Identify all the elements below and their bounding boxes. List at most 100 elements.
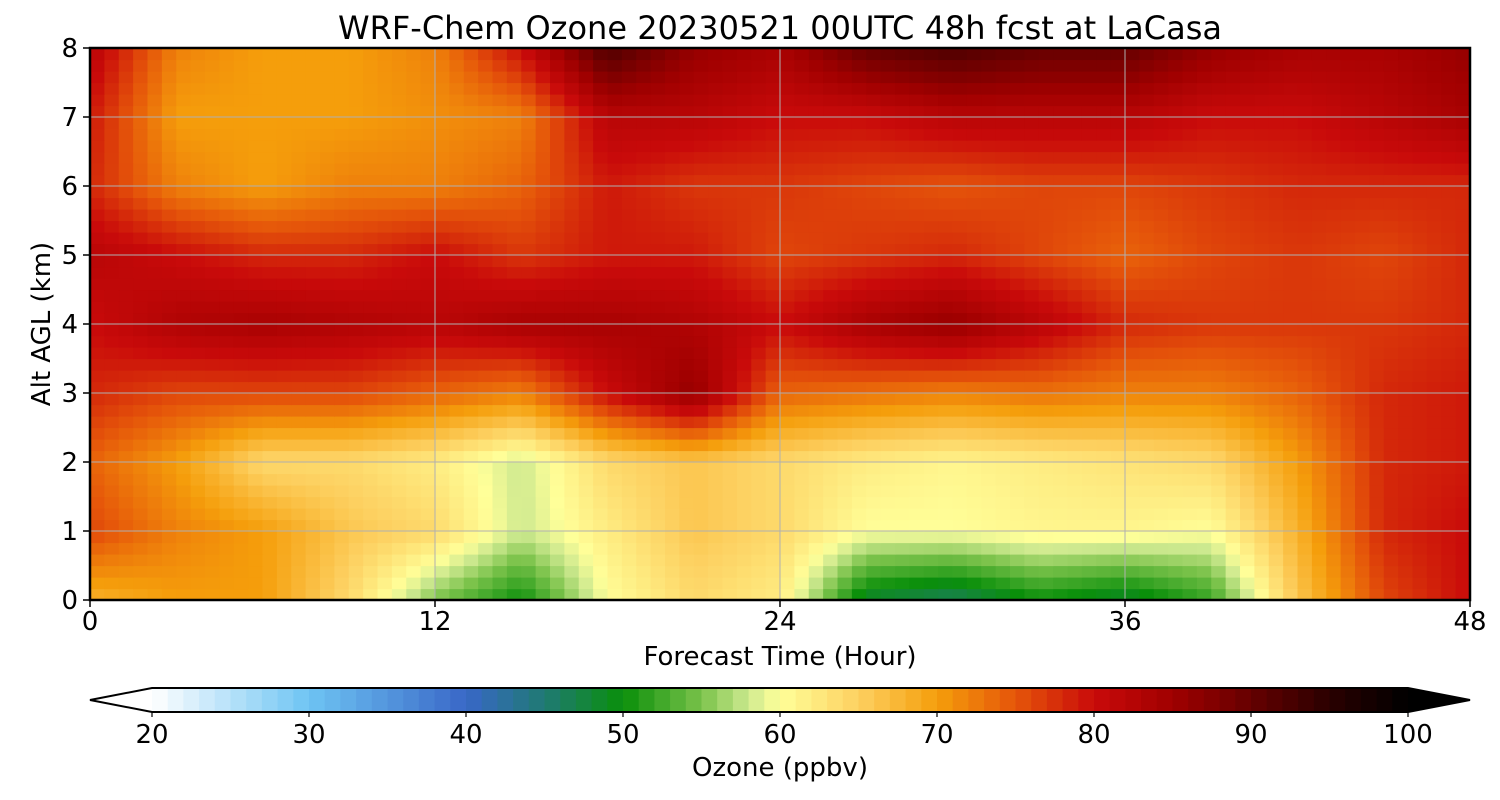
heatmap-cell	[1225, 496, 1241, 509]
heatmap-cell	[377, 542, 393, 555]
heatmap-cell	[248, 393, 264, 406]
heatmap-cell	[233, 404, 249, 417]
heatmap-cell	[679, 335, 695, 348]
heatmap-cell	[1182, 232, 1198, 245]
heatmap-cell	[348, 588, 364, 601]
heatmap-cell	[895, 450, 910, 463]
colorbar-bin	[701, 688, 718, 712]
heatmap-cell	[1010, 186, 1025, 199]
heatmap-cell	[780, 485, 795, 498]
heatmap-cell	[276, 335, 292, 348]
heatmap-cell	[1369, 588, 1385, 601]
heatmap-cell	[521, 312, 537, 325]
heatmap-cell	[593, 186, 609, 199]
heatmap-cell	[1326, 393, 1342, 406]
heatmap-cell	[966, 439, 982, 452]
heatmap-cell	[607, 94, 623, 107]
heatmap-cell	[1211, 163, 1227, 176]
heatmap-cell	[1455, 519, 1471, 532]
heatmap-cell	[190, 542, 206, 555]
heatmap-cell	[794, 508, 810, 521]
heatmap-cell	[161, 508, 177, 521]
heatmap-cell	[823, 577, 839, 590]
heatmap-cell	[305, 59, 321, 72]
heatmap-cell	[808, 519, 824, 532]
heatmap-cell	[1426, 393, 1442, 406]
heatmap-cell	[147, 508, 163, 521]
heatmap-cell	[1441, 462, 1457, 475]
heatmap-cell	[1311, 358, 1327, 371]
heatmap-cell	[1426, 347, 1442, 360]
heatmap-cell	[205, 59, 220, 72]
heatmap-cell	[1398, 94, 1414, 107]
heatmap-cell	[578, 347, 594, 360]
heatmap-cell	[1383, 243, 1399, 256]
heatmap-cell	[1110, 140, 1126, 153]
heatmap-cell	[1369, 508, 1385, 521]
heatmap-cell	[118, 577, 134, 590]
heatmap-cell	[722, 128, 738, 141]
heatmap-cell	[794, 542, 810, 555]
heatmap-cell	[593, 266, 609, 279]
heatmap-cell	[219, 278, 235, 291]
heatmap-cell	[895, 324, 910, 337]
heatmap-cell	[161, 220, 177, 233]
heatmap-cell	[1297, 128, 1313, 141]
heatmap-cell	[176, 174, 192, 187]
heatmap-cell	[722, 554, 738, 567]
heatmap-cell	[636, 163, 652, 176]
heatmap-cell	[938, 301, 954, 314]
heatmap-cell	[1081, 473, 1097, 486]
heatmap-cell	[262, 59, 278, 72]
heatmap-cell	[621, 243, 637, 256]
heatmap-cell	[176, 220, 192, 233]
heatmap-cell	[262, 186, 278, 199]
heatmap-cell	[1369, 140, 1385, 153]
heatmap-cell	[1168, 82, 1184, 95]
heatmap-cell	[176, 588, 192, 601]
heatmap-cell	[420, 59, 436, 72]
heatmap-cell	[1053, 82, 1069, 95]
heatmap-cell	[736, 496, 752, 509]
heatmap-cell	[851, 117, 867, 130]
heatmap-cell	[521, 347, 537, 360]
heatmap-cell	[708, 370, 724, 383]
heatmap-cell	[1283, 255, 1299, 268]
heatmap-cell	[320, 232, 335, 245]
heatmap-cell	[765, 266, 781, 279]
heatmap-cell	[650, 105, 666, 118]
heatmap-cell	[506, 94, 522, 107]
heatmap-cell	[995, 554, 1011, 567]
heatmap-cell	[492, 439, 508, 452]
heatmap-cell	[679, 427, 695, 440]
heatmap-cell	[506, 416, 522, 429]
heatmap-cell	[104, 347, 120, 360]
heatmap-cell	[1125, 117, 1140, 130]
heatmap-cell	[1153, 565, 1169, 578]
heatmap-cell	[808, 266, 824, 279]
heatmap-cell	[1182, 358, 1198, 371]
heatmap-cell	[406, 416, 422, 429]
heatmap-cell	[1225, 531, 1241, 544]
heatmap-cell	[205, 255, 220, 268]
heatmap-cell	[190, 404, 206, 417]
heatmap-cell	[492, 485, 508, 498]
heatmap-cell	[995, 335, 1011, 348]
heatmap-cell	[1326, 128, 1342, 141]
heatmap-cell	[1283, 163, 1299, 176]
heatmap-cell	[449, 151, 465, 164]
heatmap-cell	[1455, 289, 1471, 302]
heatmap-cell	[895, 485, 910, 498]
colorbar-bin	[607, 688, 624, 712]
heatmap-cell	[1182, 381, 1198, 394]
heatmap-cell	[1240, 335, 1255, 348]
heatmap-cell	[550, 220, 565, 233]
heatmap-cell	[348, 335, 364, 348]
heatmap-cell	[1110, 347, 1126, 360]
heatmap-cell	[1398, 381, 1414, 394]
heatmap-cell	[952, 370, 968, 383]
heatmap-cell	[1139, 462, 1155, 475]
heatmap-cell	[1369, 59, 1385, 72]
heatmap-cell	[909, 565, 925, 578]
heatmap-cell	[248, 301, 264, 314]
